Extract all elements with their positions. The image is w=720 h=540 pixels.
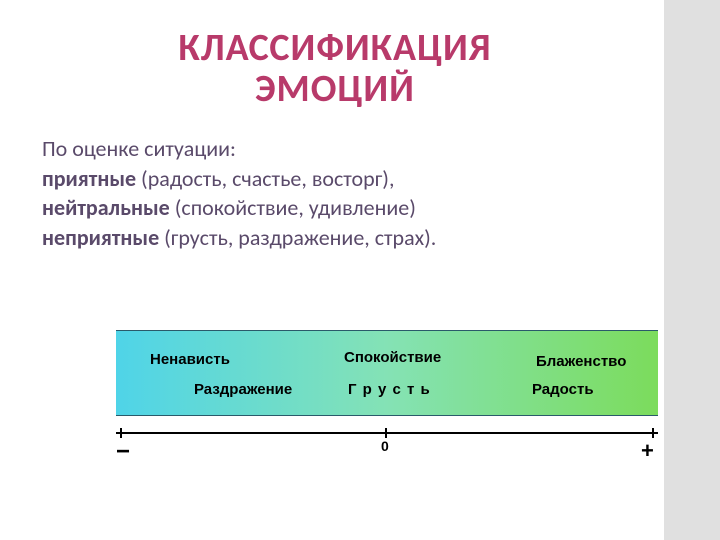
body-item-1-rest: (радость, счастье, восторг),: [136, 165, 394, 192]
axis-tick-0: [120, 428, 122, 438]
axis-minus-label: −: [116, 438, 130, 466]
page-title: КЛАССИФИКАЦИЯ ЭМОЦИЙ: [20, 0, 650, 122]
scale-label-1: Спокойствие: [344, 349, 441, 366]
body-item-2: нейтральные (спокойствие, удивление): [42, 193, 600, 223]
emotion-scale-chart: Ненависть Спокойствие Блаженство Раздражени…: [116, 330, 658, 456]
scale-label-0: Ненависть: [150, 351, 230, 368]
side-stripe: [664, 0, 720, 540]
scale-label-4: Г р у с т ь: [348, 381, 431, 398]
scale-label-2: Блаженство: [536, 353, 626, 370]
scale-label-5: Радость: [532, 381, 594, 398]
body-item-2-bold: нейтральные: [42, 194, 170, 221]
body-item-2-rest: (спокойствие, удивление): [170, 194, 416, 221]
title-line-2: ЭМОЦИЙ: [255, 66, 415, 112]
body-item-3: неприятные (грусть, раздражение, страх).: [42, 223, 600, 253]
body-text: По оценке ситуации: приятные (радость, с…: [0, 122, 600, 253]
title-line-1: КЛАССИФИКАЦИЯ: [178, 25, 491, 71]
axis-tick-2: [652, 428, 654, 438]
scale-label-3: Раздражение: [194, 381, 292, 398]
axis: − 0 +: [116, 426, 658, 456]
axis-tick-1: [385, 428, 387, 438]
axis-plus-label: +: [641, 438, 654, 464]
body-intro: По оценке ситуации:: [42, 134, 600, 164]
axis-line: [116, 432, 658, 434]
body-item-3-bold: неприятные: [42, 224, 159, 251]
body-item-3-rest: (грусть, раздражение, страх).: [159, 224, 436, 251]
body-item-1-bold: приятные: [42, 165, 136, 192]
body-item-1: приятные (радость, счастье, восторг),: [42, 164, 600, 194]
axis-zero-label: 0: [381, 438, 389, 454]
gradient-band: Ненависть Спокойствие Блаженство Раздражени…: [116, 330, 658, 416]
